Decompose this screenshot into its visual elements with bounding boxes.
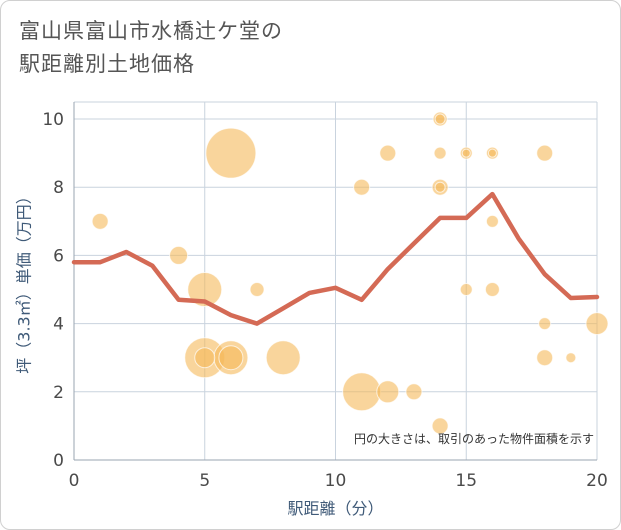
y-tick-label: 4 (53, 315, 64, 335)
data-bubble (536, 144, 554, 162)
data-bubble (565, 352, 577, 364)
data-bubble (485, 214, 499, 228)
data-bubble (249, 282, 265, 298)
x-tick-label: 5 (199, 471, 210, 491)
chart-title-line2: 駅距離別土地価格 (19, 52, 195, 76)
x-tick-label: 15 (455, 471, 477, 491)
data-bubble (205, 127, 257, 179)
data-bubble (585, 312, 609, 336)
data-bubble (538, 317, 552, 331)
data-bubble (218, 345, 244, 371)
y-axis-title: 坪（3.3㎡）単価（万円） (15, 188, 34, 373)
data-bubble (379, 144, 397, 162)
trend-line-series (71, 191, 600, 326)
x-tick-label: 0 (69, 471, 80, 491)
bubble-series (91, 111, 609, 435)
data-bubble (353, 178, 371, 196)
trend-line (71, 191, 600, 326)
data-bubble (376, 380, 400, 404)
data-bubble (342, 372, 382, 412)
data-bubble (536, 349, 554, 367)
y-tick-label: 8 (53, 178, 64, 198)
data-bubble (431, 417, 449, 435)
data-bubble (91, 212, 109, 230)
data-bubble (433, 146, 447, 160)
y-tick-label: 0 (53, 451, 64, 471)
x-tick-label: 20 (586, 471, 608, 491)
data-bubble (434, 181, 446, 193)
chart-title: 富山県富山市水橋辻ケ堂の 駅距離別土地価格 (19, 15, 283, 81)
data-bubble (484, 282, 500, 298)
axes: 0 5 10 15 20 0 2 4 6 8 10 (42, 102, 608, 491)
data-bubble (169, 245, 189, 265)
y-tick-label: 6 (53, 246, 64, 266)
data-bubble (434, 113, 446, 125)
x-tick-label: 10 (325, 471, 347, 491)
chart-annotation: 円の大きさは、取引のあった物件面積を示す (354, 431, 594, 446)
data-bubble (487, 148, 497, 158)
data-bubble (459, 283, 473, 297)
grid-lines (73, 101, 598, 461)
data-bubble (194, 347, 216, 369)
y-tick-label: 2 (53, 383, 64, 403)
x-axis-title: 駅距離（分） (287, 499, 383, 518)
y-tick-label: 10 (42, 110, 64, 130)
data-bubble (405, 383, 423, 401)
data-bubble (187, 272, 223, 308)
data-bubble (265, 340, 301, 376)
chart-title-line1: 富山県富山市水橋辻ケ堂の (19, 19, 283, 43)
data-bubble (461, 148, 471, 158)
